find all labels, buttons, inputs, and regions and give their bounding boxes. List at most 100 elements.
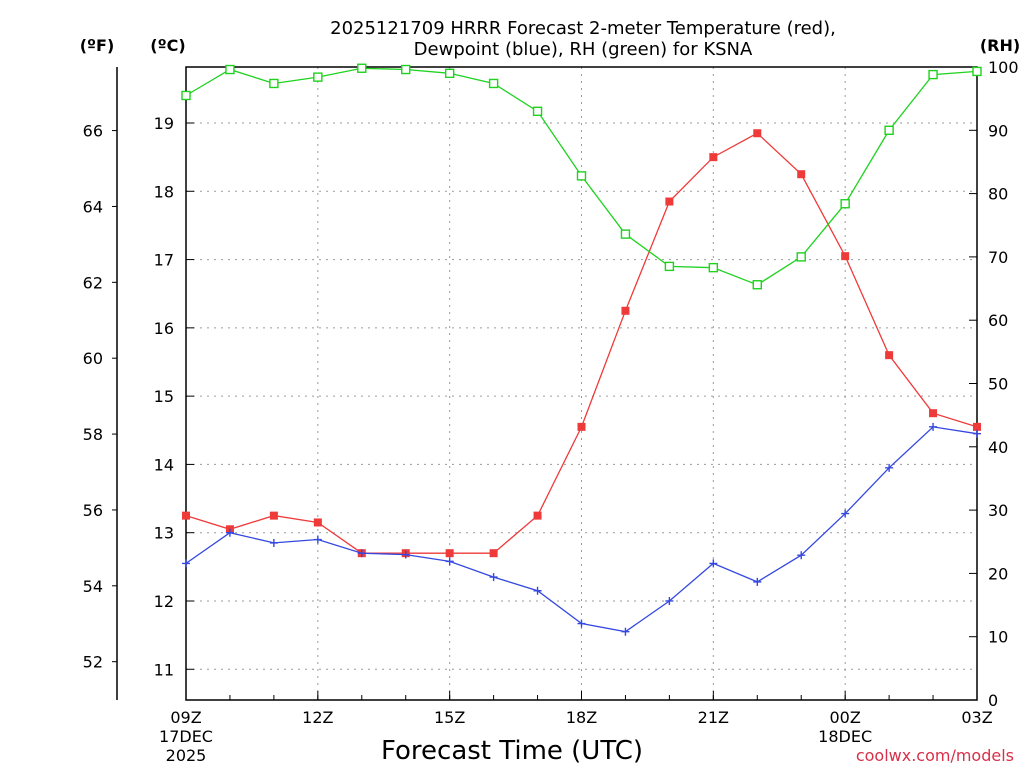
rh-point [488, 78, 499, 89]
fahrenheit-tick-label: 56 [83, 501, 103, 520]
data-series [181, 63, 982, 636]
temperature-line [185, 132, 978, 554]
temperature-point [313, 518, 322, 527]
fahrenheit-unit-label: (ºF) [80, 36, 115, 55]
rh-point [357, 63, 367, 73]
fahrenheit-tick-label: 66 [83, 122, 103, 141]
temperature-point [182, 511, 190, 520]
dewpoint-point [753, 577, 762, 586]
celsius-tick-label: 12 [154, 592, 174, 611]
celsius-tick-label: 14 [154, 455, 174, 474]
rh-tick-label: 10 [988, 628, 1008, 647]
rh-point [181, 90, 191, 101]
series-dewpoint [182, 422, 981, 636]
x-tick-label: 09Z [170, 708, 201, 727]
fahrenheit-tick-label: 60 [83, 349, 103, 368]
dewpoint-point [357, 549, 366, 558]
rh-point [840, 199, 850, 209]
temperature-point [269, 511, 278, 520]
dewpoint-point [445, 557, 454, 566]
rh-unit-label: (RH) [980, 36, 1020, 55]
rh-point [401, 64, 411, 75]
celsius-tick-label: 11 [154, 660, 174, 679]
rh-tick-label: 20 [988, 564, 1008, 583]
dewpoint-point [401, 550, 410, 559]
temperature-point [797, 170, 806, 179]
rh-point [313, 72, 323, 82]
celsius-tick-label: 13 [154, 524, 174, 543]
dewpoint-point [841, 509, 850, 518]
x-tick-date-label: 17DEC [159, 727, 213, 746]
rh-point [708, 262, 719, 273]
x-tick-label: 03Z [961, 708, 992, 727]
dewpoint-point [665, 596, 674, 605]
x-tick-label: 12Z [302, 708, 333, 727]
rh-point [884, 125, 894, 136]
temperature-point [709, 153, 718, 162]
dewpoint-point [973, 429, 981, 438]
x-axis-label: Forecast Time (UTC) [381, 736, 643, 766]
rh-point [620, 229, 631, 239]
temperature-point [577, 422, 586, 431]
tick-labels: 11 12 13 14 15 16 17 18 19 52 54 56 58 60 62 64 66 0 10 20 3… [83, 58, 1019, 765]
temperature-point [445, 549, 454, 558]
temperature-point [621, 306, 630, 315]
rh-point [928, 69, 938, 80]
celsius-unit-label: (ºC) [150, 36, 185, 55]
celsius-tick-label: 17 [154, 251, 174, 270]
rh-point [664, 261, 675, 272]
dewpoint-point [225, 528, 234, 537]
x-tick-label: 21Z [698, 708, 729, 727]
rh-tick-label: 30 [988, 501, 1008, 520]
dewpoint-point [621, 627, 630, 636]
dewpoint-point [577, 619, 586, 628]
fahrenheit-tick-label: 62 [83, 273, 103, 292]
temperature-point [885, 351, 894, 360]
rh-point [225, 64, 235, 75]
rh-point [532, 106, 543, 117]
x-tick-label: 00Z [830, 708, 861, 727]
rh-point [444, 68, 455, 79]
fahrenheit-tick-label: 54 [83, 577, 103, 596]
source-credit: coolwx.com/models [856, 746, 1014, 765]
dewpoint-point [182, 559, 190, 568]
celsius-tick-label: 16 [154, 319, 174, 338]
dewpoint-point [489, 573, 498, 582]
chart-title-line-2: Dewpoint (blue), RH (green) for KSNA [414, 39, 753, 60]
celsius-tick-label: 19 [154, 114, 174, 133]
dewpoint-point [269, 538, 278, 547]
celsius-tick-label: 18 [154, 182, 174, 201]
rh-point [752, 280, 762, 290]
rh-tick-label: 60 [988, 311, 1008, 330]
temperature-point [533, 511, 542, 520]
dewpoint-point [797, 551, 806, 560]
dewpoint-point [885, 463, 894, 472]
temperature-point [489, 549, 498, 558]
temperature-point [929, 409, 938, 418]
rh-tick-label: 80 [988, 185, 1008, 204]
rh-point [796, 252, 806, 262]
rh-tick-label: 50 [988, 375, 1008, 394]
chart-title-line-1: 2025121709 HRRR Forecast 2-meter Tempera… [330, 18, 836, 39]
x-tick-label: 15Z [434, 708, 465, 727]
temperature-point [841, 252, 850, 261]
fahrenheit-tick-label: 64 [83, 197, 103, 216]
dewpoint-point [929, 422, 938, 431]
rh-tick-label: 0 [988, 691, 998, 710]
temperature-point [973, 422, 981, 431]
dewpoint-point [533, 586, 542, 595]
rh-tick-label: 70 [988, 248, 1008, 267]
axes [112, 66, 978, 701]
fahrenheit-tick-label: 58 [83, 425, 103, 444]
rh-point [972, 66, 982, 77]
rh-point [576, 171, 587, 181]
rh-tick-label: 100 [988, 58, 1019, 77]
rh-tick-label: 40 [988, 438, 1008, 457]
dewpoint-point [313, 535, 322, 544]
x-tick-date-label: 18DEC [818, 727, 872, 746]
x-tick-label: 18Z [566, 708, 597, 727]
temperature-point [665, 197, 674, 206]
series-rh [181, 63, 982, 290]
rh-point [269, 78, 279, 89]
